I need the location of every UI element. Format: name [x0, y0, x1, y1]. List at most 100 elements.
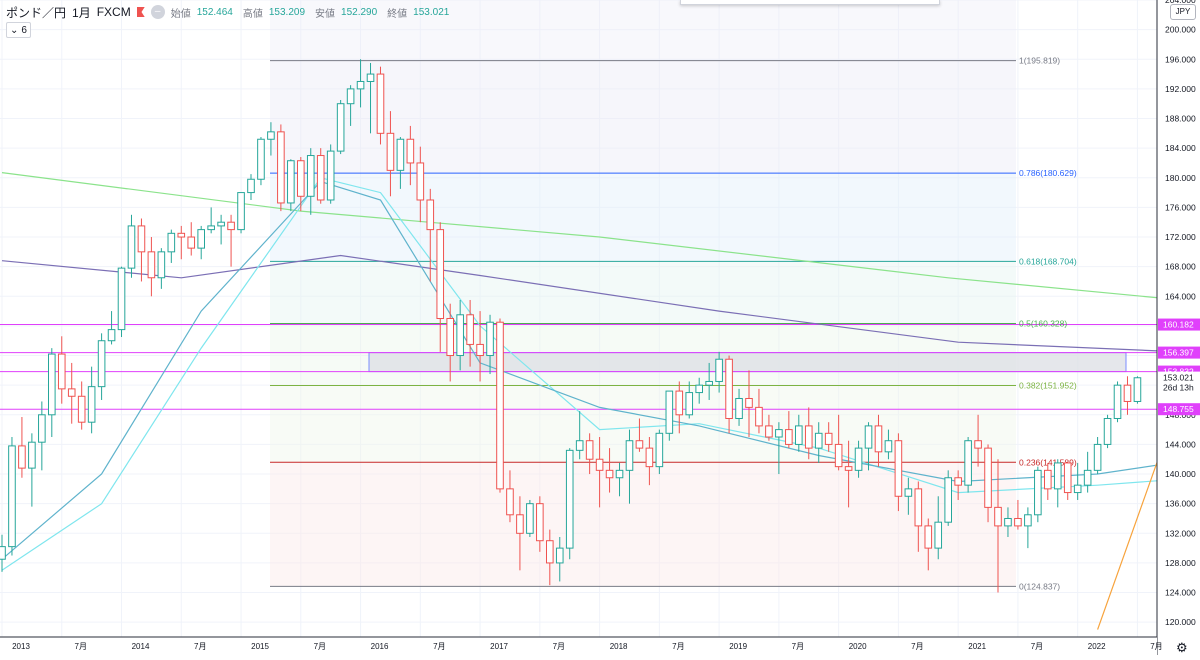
candle[interactable]: [386, 132, 395, 171]
candle[interactable]: [595, 458, 604, 471]
indicator-toggle[interactable]: ⌄ 6: [6, 22, 31, 38]
candle[interactable]: [555, 547, 564, 564]
candle[interactable]: [1123, 384, 1132, 402]
candle[interactable]: [38, 414, 46, 443]
candle[interactable]: [476, 343, 484, 357]
candle[interactable]: [516, 514, 524, 534]
candle[interactable]: [854, 447, 863, 471]
flag-icon[interactable]: [136, 7, 145, 17]
candle[interactable]: [785, 429, 793, 445]
candle[interactable]: [1133, 377, 1142, 402]
candle[interactable]: [187, 236, 196, 249]
candle[interactable]: [426, 199, 435, 231]
candle[interactable]: [227, 221, 235, 231]
time-scale[interactable]: [0, 637, 1157, 655]
candle[interactable]: [287, 160, 295, 204]
candle[interactable]: [77, 395, 86, 423]
candle[interactable]: [775, 429, 783, 438]
candle[interactable]: [745, 397, 753, 408]
candle[interactable]: [844, 466, 853, 471]
interval-label[interactable]: 1月: [72, 5, 91, 20]
candle[interactable]: [635, 440, 644, 449]
candle[interactable]: [536, 503, 544, 542]
candle[interactable]: [1103, 417, 1112, 445]
currency-badge[interactable]: JPY: [1170, 4, 1196, 20]
candle[interactable]: [1113, 384, 1122, 419]
candle[interactable]: [237, 192, 245, 231]
candle[interactable]: [147, 251, 156, 279]
candle[interactable]: [466, 314, 474, 345]
candle[interactable]: [247, 178, 255, 194]
candle[interactable]: [954, 477, 962, 486]
candle[interactable]: [8, 445, 16, 548]
candle[interactable]: [605, 469, 614, 479]
candle[interactable]: [695, 384, 704, 394]
candle[interactable]: [48, 353, 56, 416]
candle[interactable]: [765, 425, 773, 438]
candle[interactable]: [127, 225, 136, 269]
candle[interactable]: [376, 73, 385, 134]
candle[interactable]: [137, 225, 146, 253]
candle[interactable]: [665, 390, 674, 434]
candle[interactable]: [944, 477, 953, 523]
candle[interactable]: [107, 329, 116, 342]
candle[interactable]: [1024, 514, 1032, 527]
candle[interactable]: [795, 425, 803, 445]
candle[interactable]: [306, 155, 315, 197]
candle[interactable]: [735, 397, 743, 419]
candle[interactable]: [406, 138, 415, 164]
candle[interactable]: [117, 267, 126, 331]
candle[interactable]: [804, 425, 813, 449]
candle[interactable]: [914, 488, 923, 527]
candle[interactable]: [1093, 443, 1102, 471]
candle[interactable]: [705, 380, 713, 386]
candle[interactable]: [67, 388, 76, 397]
candle[interactable]: [197, 229, 205, 249]
candle[interactable]: [755, 406, 763, 427]
candle[interactable]: [167, 232, 176, 253]
candle[interactable]: [964, 440, 972, 486]
candle[interactable]: [685, 392, 694, 416]
candle[interactable]: [645, 447, 654, 468]
candle[interactable]: [1044, 469, 1052, 490]
candle[interactable]: [326, 150, 335, 201]
candle[interactable]: [316, 155, 325, 201]
candle[interactable]: [526, 503, 534, 534]
candle[interactable]: [416, 162, 425, 201]
candle[interactable]: [267, 131, 275, 140]
candle[interactable]: [824, 432, 833, 445]
candle[interactable]: [356, 80, 365, 90]
candle[interactable]: [346, 88, 355, 105]
candle[interactable]: [984, 447, 992, 508]
candle[interactable]: [456, 314, 464, 357]
candle[interactable]: [1014, 517, 1022, 527]
candle[interactable]: [575, 440, 584, 451]
candle[interactable]: [177, 232, 186, 238]
candle[interactable]: [217, 221, 225, 227]
candle[interactable]: [366, 73, 375, 82]
candle[interactable]: [924, 525, 933, 549]
candle[interactable]: [874, 425, 883, 453]
candle[interactable]: [1034, 469, 1042, 516]
candle[interactable]: [1073, 484, 1082, 494]
trend-line[interactable]: [1097, 0, 1200, 630]
candle[interactable]: [57, 353, 66, 390]
candle[interactable]: [1083, 469, 1092, 486]
candle[interactable]: [675, 390, 684, 416]
candle[interactable]: [655, 432, 664, 468]
candle[interactable]: [625, 440, 634, 471]
candle[interactable]: [904, 488, 913, 497]
candle[interactable]: [725, 358, 733, 419]
minus-icon[interactable]: –: [150, 5, 165, 19]
candle[interactable]: [974, 440, 982, 449]
candle[interactable]: [814, 432, 823, 449]
candle[interactable]: [28, 441, 36, 469]
candle[interactable]: [894, 440, 903, 497]
candle[interactable]: [585, 440, 594, 460]
candle[interactable]: [87, 386, 96, 423]
candle[interactable]: [1063, 462, 1072, 494]
symbol-name[interactable]: ポンド／円: [6, 5, 67, 20]
candle[interactable]: [0, 546, 6, 560]
